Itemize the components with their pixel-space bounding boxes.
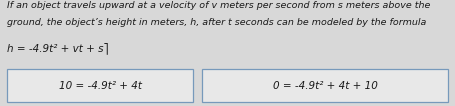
Text: ground, the object’s height in meters, h, after t seconds can be modeled by the : ground, the object’s height in meters, h… bbox=[7, 18, 426, 27]
Text: 0 = -4.9t² + 4t + 10: 0 = -4.9t² + 4t + 10 bbox=[273, 81, 378, 91]
Text: If an object travels upward at a velocity of v meters per second from s meters a: If an object travels upward at a velocit… bbox=[7, 1, 430, 10]
FancyBboxPatch shape bbox=[202, 69, 448, 102]
Text: h = -4.9t² + vt + s⎤: h = -4.9t² + vt + s⎤ bbox=[7, 42, 109, 54]
FancyBboxPatch shape bbox=[7, 69, 193, 102]
Text: 10 = -4.9t² + 4t: 10 = -4.9t² + 4t bbox=[59, 81, 142, 91]
